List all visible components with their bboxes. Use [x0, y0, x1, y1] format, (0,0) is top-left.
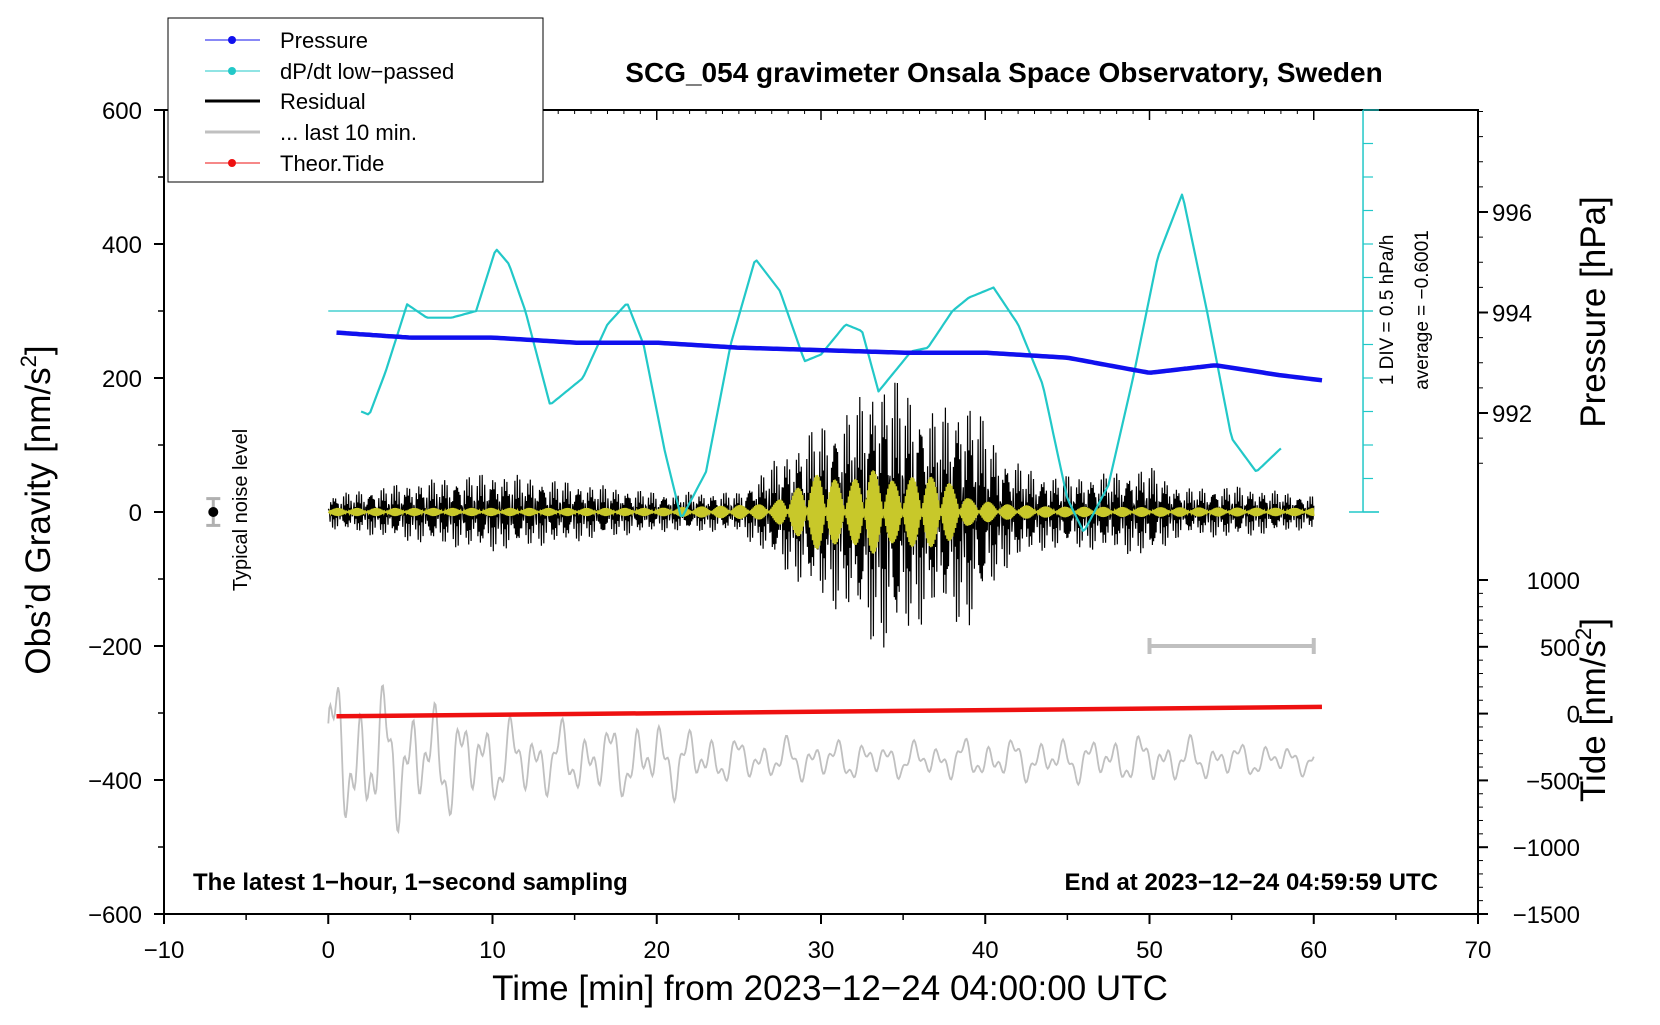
annotation-end-time: End at 2023−12−24 04:59:59 UTC	[1064, 869, 1438, 896]
y-axis-label-tide-main: Tide [nm/s	[1574, 640, 1613, 802]
legend-label-last10: ... last 10 min.	[280, 120, 417, 145]
y-axis-label-left-end: ]	[19, 345, 58, 355]
dpdt-line	[360, 193, 1282, 532]
y-axis-label-tide-sup: 2	[1571, 628, 1596, 640]
legend-item-tide: Theor.Tide	[205, 151, 384, 176]
legend-item-pressure: Pressure	[205, 28, 368, 53]
noise-level-label: Typical noise level	[230, 429, 252, 591]
x-tick-label: 50	[1136, 937, 1163, 964]
legend-marker-tide	[228, 159, 236, 167]
legend-marker-dpdt	[228, 67, 236, 75]
y-tick-label: −400	[88, 768, 142, 795]
legend-label-pressure: Pressure	[280, 28, 368, 53]
y-axis-label-left-main: Obs’d Gravity [nm/s	[19, 367, 58, 674]
plot-frame: −10 0 10 20 30 40 50 60 70 −600 −400 −200 0 200 400 600…	[88, 98, 1580, 964]
x-tick-label: 60	[1300, 937, 1327, 964]
noise-level-point	[208, 507, 219, 517]
pressure-tick-label: 994	[1492, 301, 1532, 328]
tide-tick-label: 0	[1567, 702, 1580, 729]
last-10-min-line	[327, 684, 1315, 835]
x-tick-label: 0	[322, 937, 335, 964]
tide-tick-label: 500	[1540, 635, 1580, 662]
legend-item-residual: Residual	[205, 89, 366, 114]
y-tick-label: −600	[88, 902, 142, 929]
y-tick-label: 200	[102, 366, 142, 393]
residual-line	[327, 382, 1315, 648]
legend: Pressure dP/dt low−passed Residual ... l…	[167, 17, 544, 183]
y-axis-label-left-sup: 2	[16, 355, 41, 367]
x-axis-label: Time [min] from 2023−12−24 04:00:00 UTC	[492, 969, 1168, 1008]
tide-tick-label: 1000	[1527, 568, 1580, 595]
y-axis-label-pressure: Pressure [hPa]	[1574, 196, 1613, 428]
pressure-scale-div-label: 1 DIV = 0.5 hPa/h	[1377, 235, 1398, 386]
x-tick-label: 30	[808, 937, 835, 964]
tide-tick-label: −500	[1526, 768, 1580, 795]
y-axis-label-tide-end: ]	[1574, 618, 1613, 628]
x-tick-label: 70	[1465, 937, 1492, 964]
tide-line	[336, 704, 1322, 719]
y-tick-label: 0	[129, 500, 142, 527]
chart-title: SCG_054 gravimeter Onsala Space Observat…	[625, 57, 1382, 88]
pressure-line	[336, 330, 1323, 383]
x-tick-label: 20	[643, 937, 670, 964]
legend-label-dpdt: dP/dt low−passed	[280, 59, 454, 84]
residual-lowpass-line	[327, 470, 1315, 554]
annotation-sampling: The latest 1−hour, 1−second sampling	[193, 869, 628, 896]
legend-marker-pressure	[228, 36, 236, 44]
legend-item-dpdt: dP/dt low−passed	[205, 59, 454, 84]
x-tick-label: 10	[479, 937, 506, 964]
pressure-tick-label: 992	[1492, 401, 1532, 428]
x-tick-label: 40	[972, 937, 999, 964]
legend-label-tide: Theor.Tide	[280, 151, 384, 176]
y-axis-label-tide: Tide [nm/s2]	[1571, 618, 1613, 802]
legend-item-last10: ... last 10 min.	[205, 120, 417, 145]
y-tick-label: −200	[88, 634, 142, 661]
y-tick-label: 400	[102, 232, 142, 259]
tide-tick-label: −1500	[1513, 902, 1580, 929]
x-tick-label: −10	[144, 937, 185, 964]
tide-tick-label: −1000	[1513, 835, 1580, 862]
y-axis-label-left: Obs’d Gravity [nm/s2]	[16, 345, 58, 674]
pressure-tick-label: 996	[1492, 200, 1532, 227]
pressure-scale-average-label: average = −0.6001	[1412, 230, 1433, 390]
series-layer	[206, 109, 1380, 835]
legend-label-residual: Residual	[280, 89, 366, 114]
y-tick-label: 600	[102, 98, 142, 125]
